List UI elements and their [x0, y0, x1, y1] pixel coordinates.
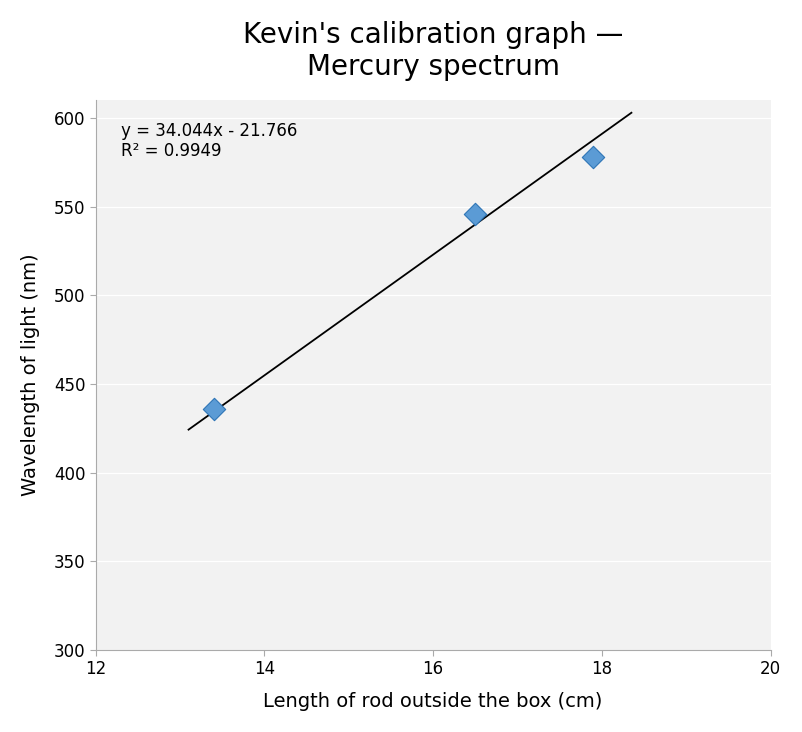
Text: y = 34.044x - 21.766
R² = 0.9949: y = 34.044x - 21.766 R² = 0.9949	[121, 122, 298, 160]
Y-axis label: Wavelength of light (nm): Wavelength of light (nm)	[21, 254, 40, 496]
Point	[587, 151, 600, 163]
X-axis label: Length of rod outside the box (cm): Length of rod outside the box (cm)	[264, 692, 603, 712]
Title: Kevin's calibration graph —
Mercury spectrum: Kevin's calibration graph — Mercury spec…	[243, 20, 623, 81]
Point	[208, 403, 221, 414]
Point	[469, 208, 482, 220]
